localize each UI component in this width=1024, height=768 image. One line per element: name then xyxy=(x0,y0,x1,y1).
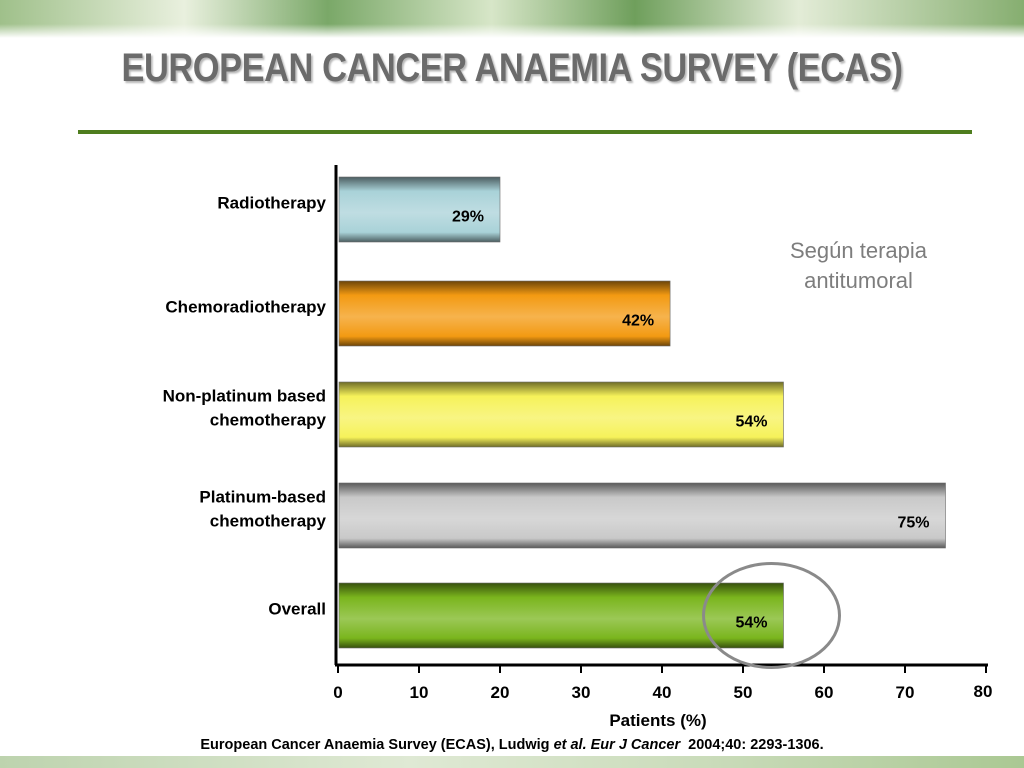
category-label-1: Chemoradiotherapy xyxy=(165,298,326,317)
bar-chart: 29% 42% 54% 75% 54% Radiotherapy Chemoradiothe… xyxy=(163,165,993,731)
annotation-line-2: antitumoral xyxy=(804,268,913,293)
title-underline xyxy=(78,130,972,134)
x-tick-label-1: 10 xyxy=(410,683,429,702)
highlight-ring xyxy=(702,562,841,669)
category-label-3: Platinum-based chemotherapy xyxy=(199,488,326,531)
x-tick-label-4: 40 xyxy=(653,683,672,702)
chart-annotation: Según terapia antitumoral xyxy=(756,236,961,296)
bar-1 xyxy=(338,280,671,347)
bars-layer xyxy=(338,176,946,649)
x-tick-label-5: 50 xyxy=(734,683,753,702)
x-tick-label-3: 30 xyxy=(572,683,591,702)
bar-4 xyxy=(338,582,784,649)
axis-layer xyxy=(334,165,988,673)
x-axis-title: Patients (%) xyxy=(609,711,706,730)
top-decorative-band xyxy=(0,0,1024,38)
bar-0 xyxy=(338,176,501,243)
bar-3 xyxy=(338,482,946,549)
slide-title: EUROPEAN CANCER ANAEMIA SURVEY (ECAS) xyxy=(121,46,903,90)
bar-value-label-1: 42% xyxy=(622,313,654,330)
footer-decorative-band xyxy=(0,756,1024,768)
annotation-line-1: Según terapia xyxy=(790,238,927,263)
x-tick-label-8: 80 xyxy=(974,682,993,701)
source-suffix: 2004;40: 2293-1306. xyxy=(688,737,824,753)
category-label-2: Non-platinum based chemotherapy xyxy=(163,387,327,430)
bar-value-label-2: 54% xyxy=(735,414,767,431)
x-tick-label-2: 20 xyxy=(491,683,510,702)
category-label-0: Radiotherapy xyxy=(217,194,326,213)
category-label-4: Overall xyxy=(268,600,326,619)
bar-value-label-0: 29% xyxy=(452,209,484,226)
source-citation: European Cancer Anaemia Survey (ECAS), L… xyxy=(0,737,1024,753)
x-tick-label-6: 60 xyxy=(815,683,834,702)
source-italic: et al. Eur J Cancer xyxy=(553,737,681,753)
x-tick-label-7: 70 xyxy=(896,683,915,702)
source-prefix: European Cancer Anaemia Survey (ECAS), L… xyxy=(200,737,554,753)
x-tick-label-0: 0 xyxy=(333,683,342,702)
bar-value-label-4: 54% xyxy=(735,615,767,632)
bar-2 xyxy=(338,381,784,448)
bar-value-label-3: 75% xyxy=(897,515,929,532)
labels-layer: 29% 42% 54% 75% 54% Radiotherapy Chemoradiothe… xyxy=(163,194,993,731)
